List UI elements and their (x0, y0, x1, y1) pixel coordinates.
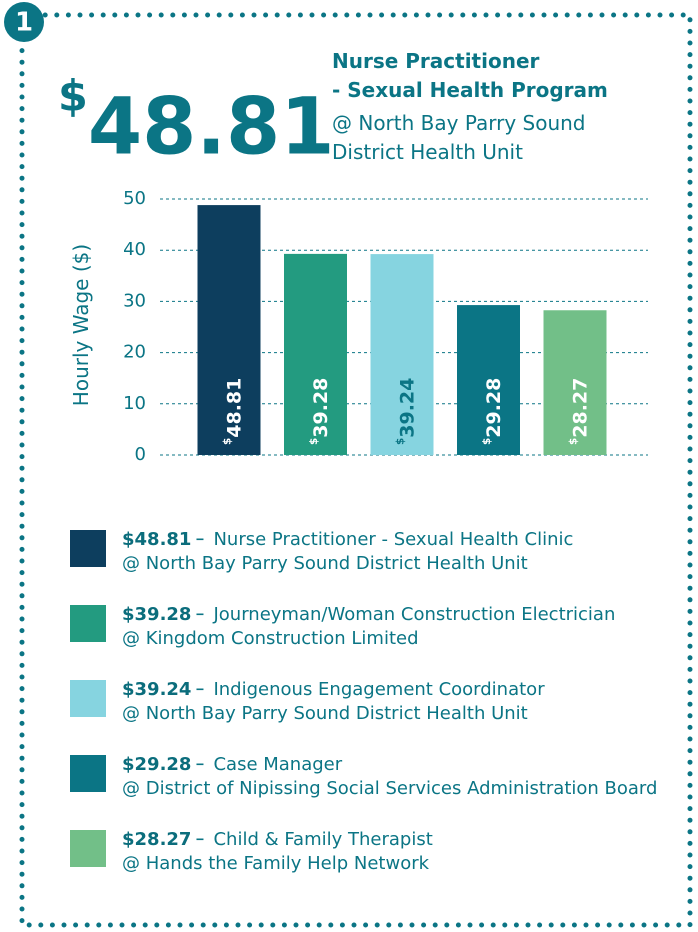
legend-name: Nurse Practitioner - Sexual Health Clini… (213, 529, 573, 550)
legend-label: $48.81 Nurse Practitioner - Sexual Health… (122, 529, 573, 550)
bar-value-label: $39.24 (394, 378, 418, 445)
legend-name: Child & Family Therapist (213, 829, 432, 850)
legend-swatch (70, 755, 106, 792)
legend-employer: @ North Bay Parry Sound District Health … (122, 703, 528, 724)
legend-label: $28.27 Child & Family Therapist (122, 829, 433, 850)
bar-value-label: $39.28 (308, 378, 332, 445)
legend-employer: @ Hands the Family Help Network (122, 853, 430, 874)
legend-dash (196, 688, 204, 691)
y-tick-label: 50 (123, 188, 146, 209)
legend-employer: @ District of Nipissing Social Services … (122, 778, 657, 799)
legend-swatch (70, 605, 106, 642)
bar (543, 310, 607, 455)
y-tick-label: 30 (123, 290, 146, 311)
legend-dash (196, 838, 204, 841)
y-tick-label: 40 (123, 239, 146, 260)
legend-dash (196, 538, 204, 541)
legend-employer: @ Kingdom Construction Limited (122, 628, 419, 649)
bar-value-label: $28.27 (567, 378, 591, 445)
legend-swatch (70, 530, 106, 567)
title-line: - Sexual Health Program (332, 78, 608, 102)
legend-label: $39.24 Indigenous Engagement Coordinator (122, 679, 545, 700)
badge-number: 1 (15, 8, 33, 38)
y-tick-label: 10 (123, 393, 146, 414)
badge (4, 2, 44, 42)
legend-value: $28.27 (122, 829, 191, 850)
y-tick-label: 0 (135, 444, 146, 465)
legend-name: Indigenous Engagement Coordinator (213, 679, 545, 700)
legend-value: $39.28 (122, 604, 191, 625)
legend-value: $48.81 (122, 529, 191, 550)
subtitle-line: District Health Unit (332, 140, 523, 164)
bar (370, 254, 434, 455)
legend-label: $39.28 Journeyman/Woman Construction Elec… (122, 604, 615, 625)
legend-name: Case Manager (213, 754, 342, 775)
title-line: Nurse Practitioner (332, 49, 540, 73)
bar-value-label: $48.81 (221, 378, 245, 445)
legend-value: $39.24 (122, 679, 191, 700)
bar (284, 253, 347, 455)
legend-label: $29.28 Case Manager (122, 754, 343, 775)
y-axis-label: Hourly Wage ($) (69, 244, 93, 406)
bar-value-label: $29.28 (481, 378, 505, 445)
headline-amount: $48.81 (58, 71, 335, 172)
legend-name: Journeyman/Woman Construction Electricia… (212, 604, 615, 625)
y-tick-label: 20 (123, 342, 146, 363)
legend-dash (196, 763, 204, 766)
bar (197, 205, 261, 455)
legend-employer: @ North Bay Parry Sound District Health … (122, 553, 528, 574)
legend-swatch (70, 830, 106, 867)
bar (457, 305, 520, 455)
legend-swatch (70, 680, 106, 717)
subtitle-line: @ North Bay Parry Sound (332, 111, 586, 135)
legend-dash (196, 613, 204, 616)
legend-value: $29.28 (122, 754, 191, 775)
dotted-border (19, 12, 693, 928)
